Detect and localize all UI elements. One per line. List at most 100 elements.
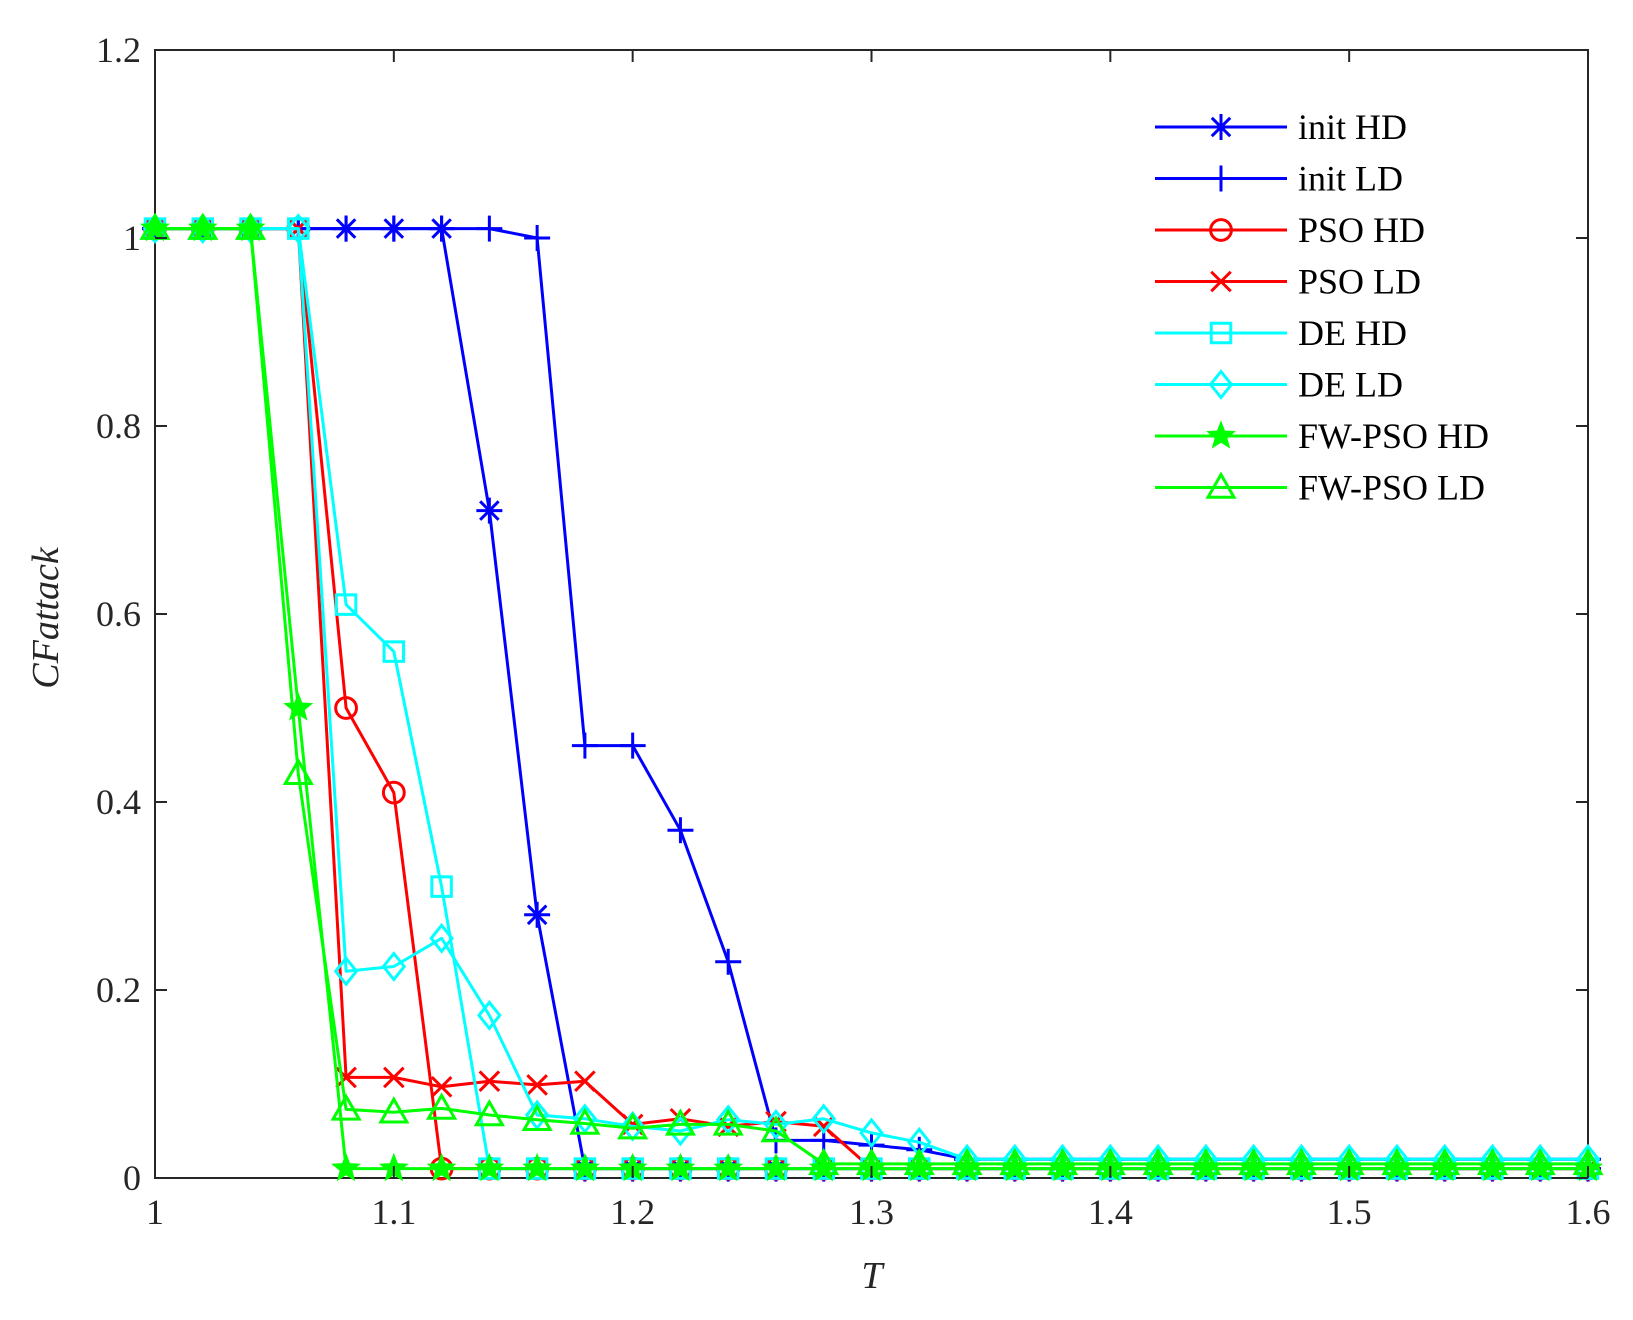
data-point-fw-pso-hd xyxy=(426,1152,457,1182)
data-point-fw-pso-hd xyxy=(761,1152,791,1182)
data-point-fw-pso-ld xyxy=(1142,1147,1174,1176)
legend-item-init-hd: init HD xyxy=(1155,107,1407,147)
y-tick-label: 1.2 xyxy=(96,30,141,70)
data-point-fw-pso-ld xyxy=(378,1096,410,1124)
legend: init HD init LD PSO HD PSO LD DE HD DE LD FW-P… xyxy=(1155,107,1489,508)
data-point-fw-pso-ld xyxy=(473,1098,505,1127)
data-point-fw-pso-ld xyxy=(1046,1147,1079,1176)
data-point-de-ld xyxy=(477,999,502,1031)
y-tick-label: 0.2 xyxy=(96,970,141,1010)
legend-label: init LD xyxy=(1298,159,1403,199)
y-tick-label: 0.8 xyxy=(96,406,141,446)
series-de-ld xyxy=(142,213,1601,1175)
data-point-pso-hd xyxy=(334,696,358,720)
data-point-fw-pso-hd xyxy=(331,1152,361,1182)
legend-marker xyxy=(1209,218,1233,242)
series-layer xyxy=(139,212,1604,1182)
y-axis-label: CFattack xyxy=(25,546,67,689)
legend-label: FW-PSO HD xyxy=(1298,416,1489,456)
data-point-fw-pso-ld xyxy=(712,1108,744,1136)
data-point-pso-ld xyxy=(478,1070,501,1092)
y-tick-label: 1 xyxy=(123,218,141,258)
axis-ticks: 1 1.1 1.2 1.3 1.4 1.5 1.6 0 0.2 0.4 0.6 0.8 1 1.2 xyxy=(96,30,1611,1232)
legend-label: PSO HD xyxy=(1298,210,1425,250)
series-fw-pso-ld xyxy=(139,212,1604,1176)
data-point-de-hd xyxy=(430,875,453,898)
legend-label: DE LD xyxy=(1298,365,1403,405)
series-pso-hd xyxy=(143,216,1600,1181)
series-line-fw-pso-ld xyxy=(155,227,1588,1166)
data-point-fw-pso-ld xyxy=(951,1147,983,1176)
legend-item-de-ld: DE LD xyxy=(1155,365,1403,405)
data-point-de-ld xyxy=(381,951,407,982)
x-tick-label: 1.5 xyxy=(1327,1192,1372,1232)
data-point-init-hd xyxy=(476,497,503,524)
legend-marker xyxy=(1206,420,1236,449)
legend-marker xyxy=(1208,165,1234,192)
data-point-fw-pso-hd xyxy=(665,1152,696,1182)
data-point-fw-pso-ld xyxy=(1190,1147,1222,1176)
data-point-fw-pso-ld xyxy=(1238,1147,1270,1176)
x-tick-label: 1.6 xyxy=(1566,1192,1611,1232)
legend-label: FW-PSO LD xyxy=(1298,468,1485,508)
data-point-de-ld xyxy=(811,1103,837,1135)
data-point-fw-pso-ld xyxy=(521,1103,553,1131)
data-point-fw-pso-ld xyxy=(1381,1147,1413,1176)
data-point-de-ld xyxy=(668,1115,693,1147)
data-point-fw-pso-ld xyxy=(760,1114,792,1143)
data-point-fw-pso-ld xyxy=(187,212,219,240)
legend-item-de-hd: DE HD xyxy=(1155,313,1407,353)
x-tick-label: 1.3 xyxy=(849,1192,894,1232)
legend-marker xyxy=(1208,369,1234,400)
data-point-de-ld xyxy=(429,922,454,954)
data-point-fw-pso-ld xyxy=(1476,1147,1509,1176)
data-point-fw-pso-ld xyxy=(282,757,314,786)
legend-item-fw-pso-ld: FW-PSO LD xyxy=(1155,468,1485,508)
series-pso-ld xyxy=(144,217,1599,1180)
data-point-pso-ld xyxy=(574,1070,596,1092)
data-point-pso-hd xyxy=(381,780,406,805)
x-tick-label: 1 xyxy=(146,1192,164,1232)
legend-label: PSO LD xyxy=(1298,262,1421,302)
series-de-hd xyxy=(143,217,1600,1180)
legend-label: init HD xyxy=(1298,107,1407,147)
data-point-de-ld xyxy=(763,1109,789,1140)
legend-marker xyxy=(1205,471,1237,499)
data-point-fw-pso-hd xyxy=(522,1152,553,1182)
legend-item-pso-ld: PSO LD xyxy=(1155,262,1421,302)
legend-marker xyxy=(1208,114,1234,140)
data-point-fw-pso-ld xyxy=(664,1108,697,1136)
data-point-fw-pso-ld xyxy=(1429,1147,1461,1176)
series-init-hd xyxy=(142,215,1601,1182)
data-point-de-hd xyxy=(334,593,358,616)
data-point-init-ld xyxy=(476,215,503,242)
legend-item-fw-pso-hd: FW-PSO HD xyxy=(1155,416,1489,456)
y-tick-label: 0.6 xyxy=(96,594,141,634)
data-point-init-ld xyxy=(667,817,694,844)
data-point-pso-ld xyxy=(526,1074,548,1096)
data-point-de-ld xyxy=(333,955,359,987)
data-point-de-hd xyxy=(382,640,406,663)
x-tick-label: 1.2 xyxy=(610,1192,655,1232)
y-tick-label: 0 xyxy=(123,1158,141,1198)
series-fw-pso-hd xyxy=(140,212,1603,1182)
y-tick-label: 0.4 xyxy=(96,782,141,822)
data-point-init-ld xyxy=(715,948,742,975)
data-point-pso-ld xyxy=(430,1076,453,1098)
data-point-fw-pso-ld xyxy=(999,1147,1031,1176)
legend-marker xyxy=(1210,270,1232,293)
legend-label: DE HD xyxy=(1298,313,1407,353)
data-point-fw-pso-ld xyxy=(617,1112,649,1140)
data-point-de-ld xyxy=(859,1117,884,1149)
data-point-fw-pso-hd xyxy=(713,1152,744,1182)
legend-item-pso-hd: PSO HD xyxy=(1155,210,1425,250)
data-point-fw-pso-ld xyxy=(330,1093,362,1121)
x-axis-label: T xyxy=(861,1255,885,1297)
data-point-init-ld xyxy=(380,215,407,242)
legend-marker xyxy=(1209,321,1233,345)
x-tick-label: 1.4 xyxy=(1088,1192,1133,1232)
data-point-fw-pso-ld xyxy=(426,1092,458,1120)
data-point-init-ld xyxy=(619,732,646,759)
data-point-init-hd xyxy=(524,901,551,928)
